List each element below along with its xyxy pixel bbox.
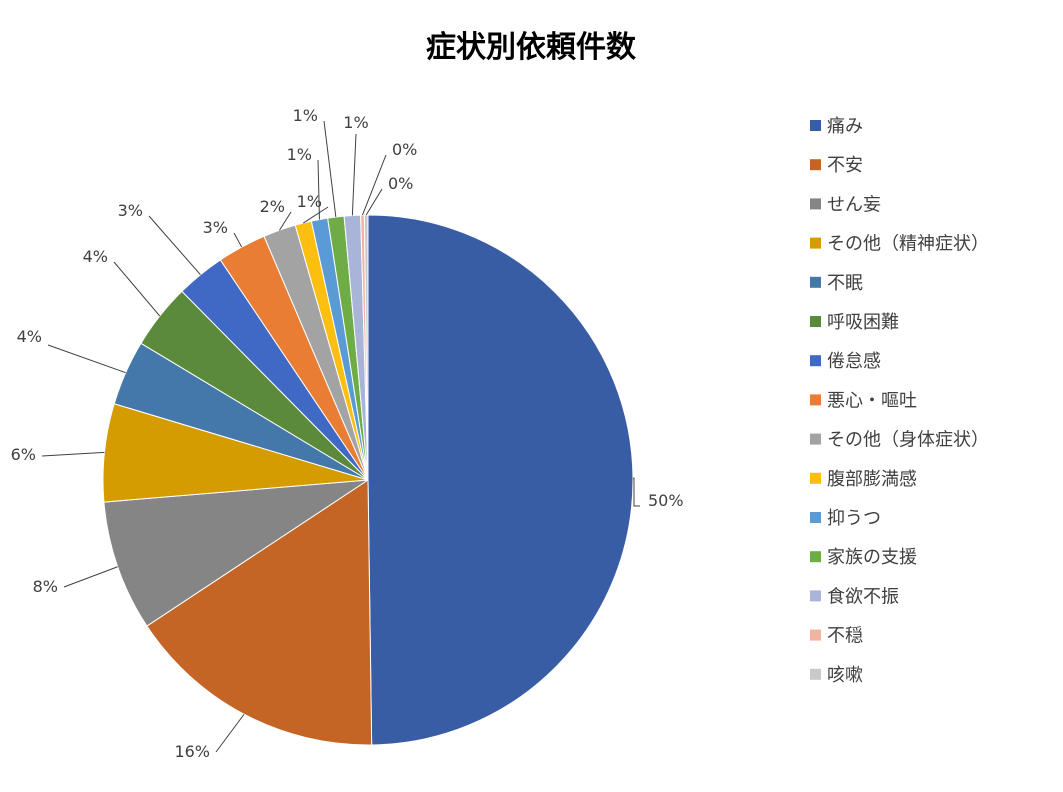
legend-swatch[interactable]: [810, 512, 821, 523]
legend-label[interactable]: 家族の支援: [827, 547, 917, 568]
legend-label[interactable]: 腹部膨満感: [827, 469, 917, 490]
legend-label[interactable]: 痛み: [827, 116, 863, 137]
legend-label[interactable]: 抑うつ: [827, 508, 881, 529]
legend-label[interactable]: 咳嗽: [827, 665, 863, 686]
leader-line: [362, 154, 387, 216]
data-label: 1%: [343, 113, 368, 132]
leader-line: [317, 159, 320, 220]
legend-label[interactable]: せん妄: [827, 194, 881, 215]
data-label: 4%: [17, 327, 42, 346]
data-label: 3%: [118, 201, 143, 220]
data-label: 3%: [203, 218, 228, 237]
pie-slices: [102, 214, 634, 746]
leader-line: [233, 232, 243, 248]
leader-line: [365, 188, 383, 216]
data-label: 4%: [83, 247, 108, 266]
legend-swatch[interactable]: [810, 120, 821, 131]
data-label: 8%: [33, 577, 58, 596]
data-label: 0%: [392, 140, 417, 159]
legend-label[interactable]: 悪心・嘔吐: [827, 390, 917, 411]
legend-label[interactable]: 倦怠感: [827, 351, 881, 372]
chart-title: 症状別依頼件数: [426, 30, 637, 65]
leader-line: [148, 215, 201, 276]
legend-swatch[interactable]: [810, 394, 821, 406]
legend-swatch[interactable]: [810, 629, 821, 641]
legend-swatch[interactable]: [810, 590, 821, 602]
data-label: 1%: [297, 192, 322, 211]
legend-swatch[interactable]: [810, 472, 821, 484]
data-label: 1%: [293, 106, 318, 125]
pie-slice[interactable]: [146, 479, 373, 746]
leader-line: [215, 713, 245, 753]
legend-label[interactable]: 食欲不振: [827, 586, 899, 607]
legend-swatch[interactable]: [810, 316, 821, 327]
data-label: 16%: [174, 742, 210, 761]
leader-line: [41, 451, 105, 457]
legend-swatch[interactable]: [810, 551, 821, 563]
leader-line: [63, 566, 118, 588]
leader-line: [323, 120, 337, 218]
legend-label[interactable]: その他（精神症状）: [827, 234, 989, 255]
legend-swatch[interactable]: [810, 355, 821, 367]
legend-swatch[interactable]: [810, 433, 821, 445]
legend-swatch[interactable]: [810, 198, 821, 210]
legend-label[interactable]: 不穏: [827, 626, 863, 647]
legend-label[interactable]: その他（身体症状）: [827, 430, 989, 451]
legend-label[interactable]: 不安: [827, 155, 863, 176]
legend-swatch[interactable]: [810, 276, 821, 288]
pie-slice[interactable]: [367, 214, 634, 746]
data-label: 6%: [11, 445, 36, 464]
leader-line: [351, 133, 357, 216]
data-label: 1%: [287, 145, 312, 164]
legend-swatch[interactable]: [810, 237, 821, 249]
leader-line: [279, 211, 292, 231]
leader-line: [632, 477, 640, 507]
data-label: 0%: [388, 174, 413, 193]
legend-swatch[interactable]: [810, 668, 821, 680]
leader-line: [303, 206, 329, 224]
legend-label[interactable]: 不眠: [827, 273, 863, 294]
legend-label[interactable]: 呼吸困難: [827, 312, 899, 333]
pie-slice[interactable]: [363, 214, 369, 481]
leader-line: [113, 261, 161, 317]
legend-swatch[interactable]: [810, 159, 821, 171]
data-labels: 50% 16% 8% 6% 4% 4% 3% 3% 2% 1% 1% 1% 1% 0% 0%: [11, 106, 684, 761]
leader-line: [47, 344, 126, 374]
data-label: 2%: [260, 197, 285, 216]
data-label: 50%: [648, 491, 684, 510]
